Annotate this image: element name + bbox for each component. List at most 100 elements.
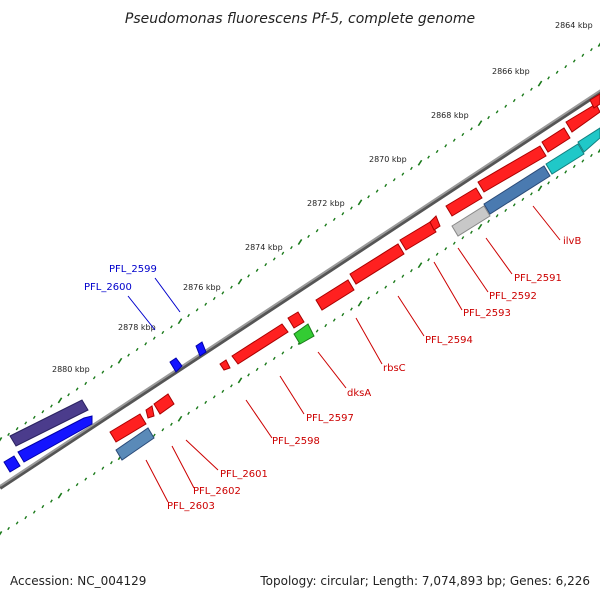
inner-tick xyxy=(572,164,576,169)
outer-tick xyxy=(0,437,3,442)
inner-tick xyxy=(170,422,173,426)
inner-tick xyxy=(15,521,19,525)
gene-feature[interactable] xyxy=(17,415,93,463)
accession-text: Accession: NC_004129 xyxy=(10,574,146,588)
inner-tick xyxy=(597,148,600,153)
gene-feature[interactable] xyxy=(109,413,147,443)
gene-feature[interactable] xyxy=(541,127,571,153)
inner-tick xyxy=(392,280,396,284)
outer-tick xyxy=(264,262,268,267)
inner-tick xyxy=(375,290,379,295)
outer-tick xyxy=(75,387,79,391)
label-rbsc[interactable]: rbsC xyxy=(383,363,406,374)
outer-tick xyxy=(272,257,276,261)
gene-feature[interactable] xyxy=(565,103,600,133)
label-ilvb[interactable]: ilvB xyxy=(563,236,581,247)
gene-rbsc[interactable] xyxy=(315,279,355,311)
gene-dksa[interactable] xyxy=(293,323,315,345)
outer-tick xyxy=(117,357,123,364)
gene-pfl-2598[interactable] xyxy=(219,359,231,371)
label-pfl-2594[interactable]: PFL_2594 xyxy=(425,335,473,346)
gene-pfl-2603[interactable] xyxy=(115,427,155,461)
outer-tick xyxy=(461,132,465,137)
outer-tick xyxy=(452,138,456,142)
inner-tick xyxy=(67,488,70,492)
genome-backbone-highlight xyxy=(0,89,600,487)
inner-tick xyxy=(324,323,328,328)
label-pfl-2597[interactable]: PFL_2597 xyxy=(306,413,354,424)
label-pfl-2599[interactable]: PFL_2599 xyxy=(109,264,157,275)
gene-pfl-2600[interactable] xyxy=(169,357,183,373)
gene-pfl-2592[interactable] xyxy=(445,187,483,217)
leader-line xyxy=(433,261,463,311)
tick-label: 2864 kbp xyxy=(555,21,593,30)
leader-line xyxy=(397,295,425,337)
label-dksa[interactable]: dksA xyxy=(347,388,371,399)
outer-tick xyxy=(384,183,388,188)
inner-tick xyxy=(350,307,353,311)
inner-tick xyxy=(57,492,63,499)
inner-tick-track xyxy=(0,148,600,536)
outer-tick xyxy=(487,115,490,120)
leader-line xyxy=(185,439,219,471)
gene-pfl-2597[interactable] xyxy=(231,323,289,365)
label-pfl-2593[interactable]: PFL_2593 xyxy=(463,308,511,319)
label-pfl-2591[interactable]: PFL_2591 xyxy=(514,273,562,284)
outer-tick xyxy=(477,120,483,127)
gene-feature[interactable] xyxy=(9,399,89,447)
gene-feature[interactable] xyxy=(589,93,600,109)
inner-tick xyxy=(177,415,183,422)
tick-label: 2868 kbp xyxy=(431,111,469,120)
outer-tick xyxy=(350,206,353,210)
inner-tick xyxy=(470,230,473,234)
outer-tick xyxy=(530,87,533,91)
outer-tick xyxy=(572,59,576,63)
inner-tick xyxy=(537,185,543,192)
label-pfl-2592[interactable]: PFL_2592 xyxy=(489,291,537,302)
gene-pfl-2599[interactable] xyxy=(195,341,207,357)
gene-feature[interactable] xyxy=(287,311,305,329)
inner-tick xyxy=(495,214,499,218)
inner-tick xyxy=(195,406,199,410)
tick-label: 2874 kbp xyxy=(245,243,283,252)
gene-pfl-2592-grey[interactable] xyxy=(451,205,491,237)
gene-pfl-2593[interactable] xyxy=(399,221,437,251)
label-leader-lines xyxy=(127,205,561,503)
gene-pfl-2594[interactable] xyxy=(349,243,405,285)
leader-line xyxy=(355,317,383,365)
label-pfl-2600[interactable]: PFL_2600 xyxy=(84,282,132,293)
outer-tick xyxy=(470,127,473,131)
outer-tick xyxy=(307,234,310,238)
outer-tick xyxy=(590,48,593,52)
outer-tick xyxy=(247,274,250,278)
outer-tick xyxy=(170,325,173,329)
gene-feature[interactable] xyxy=(545,143,585,175)
label-pfl-2602[interactable]: PFL_2602 xyxy=(193,486,241,497)
gene-ilvb[interactable] xyxy=(483,165,551,215)
inner-tick xyxy=(367,296,370,300)
gene-pfl-2602[interactable] xyxy=(145,405,155,419)
gene-feature[interactable] xyxy=(3,455,21,473)
inner-tick xyxy=(237,377,243,384)
outer-tick xyxy=(512,98,516,103)
label-pfl-2601[interactable]: PFL_2601 xyxy=(220,469,268,480)
outer-tick xyxy=(504,104,508,108)
label-pfl-2598[interactable]: PFL_2598 xyxy=(272,436,320,447)
label-pfl-2603[interactable]: PFL_2603 xyxy=(167,501,215,512)
gene-pfl-2591[interactable] xyxy=(477,145,547,193)
outer-tick xyxy=(297,239,303,245)
inner-tick xyxy=(221,389,225,394)
outer-tick xyxy=(110,364,113,369)
outer-tick xyxy=(392,178,396,182)
leader-line xyxy=(532,205,561,241)
gene-pfl-2601[interactable] xyxy=(153,393,175,415)
inner-tick xyxy=(101,466,105,470)
outer-tick xyxy=(32,415,36,420)
gene-feature[interactable] xyxy=(577,127,600,153)
inner-tick xyxy=(512,203,516,207)
inner-tick xyxy=(92,472,96,476)
gene-feature[interactable] xyxy=(429,215,441,231)
outer-tick xyxy=(357,199,363,206)
inner-tick xyxy=(504,208,508,212)
inner-tick xyxy=(555,175,559,180)
